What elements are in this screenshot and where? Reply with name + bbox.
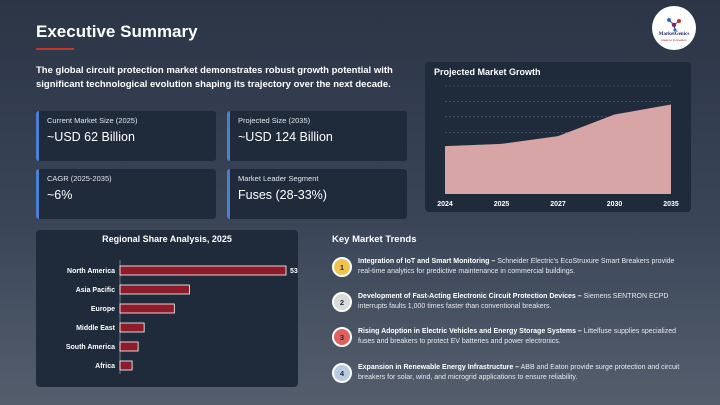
trend-text: Rising Adoption in Electric Vehicles and… [358,327,688,347]
bar [119,341,139,352]
growth-chart-title: Projected Market Growth [434,67,541,77]
category-label: Europe [91,306,115,313]
stat-card-projected-size: Projected Size (2035) ~USD 124 Billion [227,111,407,161]
category-label: Middle East [76,325,116,332]
trend-number-badge: 1 [332,257,352,277]
data-label: 53-57% [290,268,298,275]
stat-card-market-leader: Market Leader Segment Fuses (28-33%) [227,169,407,219]
bar [119,284,190,295]
title-underline [36,48,74,50]
trend-description: Schneider Electric's EcoStruxure Smart B… [358,258,675,275]
intro-text: The global circuit protection market dem… [36,65,393,90]
x-tick-label: 2030 [607,201,623,208]
stat-value: ~USD 124 Billion [238,130,333,144]
stat-card-current-size: Current Market Size (2025) ~USD 62 Billi… [36,111,216,161]
trends-title: Key Market Trends [332,234,417,245]
trend-number-badge: 3 [332,327,352,347]
trend-description: ABB and Eaton provide surge protection a… [358,364,680,381]
trend-heading: Integration of IoT and Smart Monitoring … [358,258,496,265]
regional-chart-title: Regional Share Analysis, 2025 [102,234,232,244]
x-tick-label: 2025 [494,201,510,208]
stat-label: Projected Size (2035) [238,116,311,125]
trend-description: Siemens SENTRON ECPD interrupts faults 1… [358,293,669,310]
trend-heading: Rising Adoption in Electric Vehicles and… [358,328,582,335]
regional-chart-panel: Regional Share Analysis, 2025 North Amer… [36,230,298,387]
bar [119,303,175,314]
stat-card-cagr: CAGR (2025-2035) ~6% [36,169,216,219]
growth-chart: 2024 2025 2027 2030 2035 [437,85,679,208]
x-tick-label: 2027 [550,201,566,208]
stat-label: CAGR (2025-2035) [47,174,112,183]
regional-chart: North America 53-57% Asia Pacific Europe Mid… [66,260,298,374]
x-tick-label: 2035 [663,201,679,208]
trend-text: Development of Fast-Acting Electronic Ci… [358,292,688,312]
x-tick-label: 2024 [437,201,453,208]
page-title: Executive Summary [36,22,198,41]
network-logo-icon [667,18,681,32]
category-label: South America [66,344,115,351]
stat-value: ~6% [47,188,73,202]
growth-area-series [445,104,671,194]
logo-name: MarketGenics [658,32,690,37]
trend-heading: Development of Fast-Acting Electronic Ci… [358,293,582,300]
bar [119,360,133,371]
company-logo: MarketGenics Ideas to Innovation [652,6,696,50]
category-label: Asia Pacific [76,287,115,294]
trend-heading: Expansion in Renewable Energy Infrastruc… [358,364,520,371]
category-label: North America [67,268,115,275]
stat-value: Fuses (28-33%) [238,188,327,202]
trend-description: Littelfuse supplies specialized fuses an… [358,328,676,345]
bar [119,265,287,276]
stat-label: Market Leader Segment [238,174,319,183]
trend-number-badge: 2 [332,292,352,312]
trend-number-badge: 4 [332,363,352,383]
bar [119,322,145,333]
logo-tagline: Ideas to Innovation [661,38,687,42]
growth-chart-panel: Projected Market Growth 2024 2025 2027 2030… [425,62,691,212]
trend-text: Expansion in Renewable Energy Infrastruc… [358,363,688,383]
stat-value: ~USD 62 Billion [47,130,135,144]
category-label: Africa [95,363,115,370]
trend-text: Integration of IoT and Smart Monitoring … [358,257,688,277]
stat-label: Current Market Size (2025) [47,116,138,125]
